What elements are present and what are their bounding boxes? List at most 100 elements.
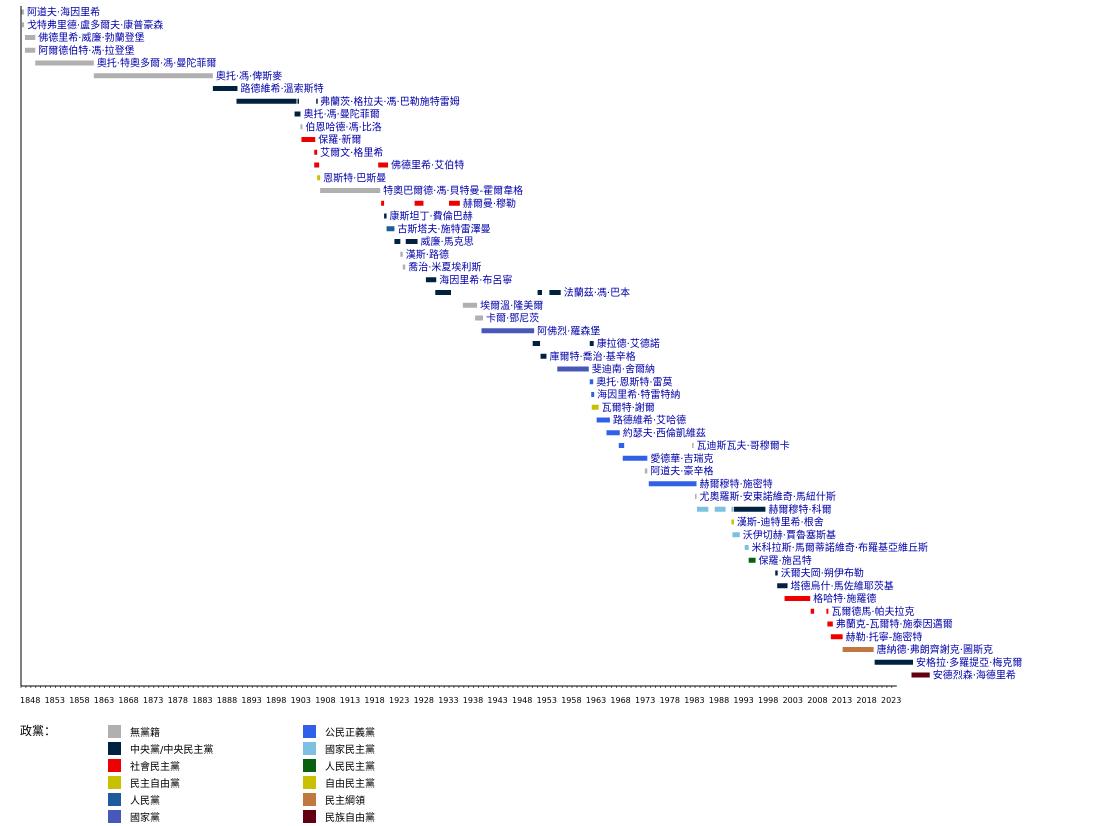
tick-label: 2008 [807,696,827,705]
leader-name: 瓦爾特·謝爾 [602,401,655,414]
tick-label: 1918 [364,696,384,705]
leader-name: 米科拉斯·馬爾蒂諾維奇·布羅基亞維丘斯 [752,541,928,554]
tick-label: 1948 [512,696,532,705]
term-bar [24,35,36,40]
term-bar [212,86,238,91]
leader-name: 瓦迪斯瓦夫·哥穆爾卡 [697,439,790,452]
leader-name: 康拉德·艾德諾 [597,337,660,350]
legend-item: 民主自由黨 [108,775,180,790]
legend-label: 無黨籍 [130,727,160,739]
legend-label: 民族自由黨 [325,812,375,824]
term-bar [777,583,788,589]
term-bar [402,264,406,270]
term-bar [589,341,594,346]
tick-label: 2023 [881,696,901,705]
leader-name: 塔德烏什·馬佐維耶茨基 [791,579,894,592]
tick-label: 1983 [684,696,704,705]
legend-label: 社會民主黨 [130,761,180,773]
leader-name: 特奧巴爾德·馮·貝特曼-霍爾韋格 [383,184,523,197]
x-axis-ticks: 1848 1853 1858 1863 1868 1873 1878 1883 1888 1893… [20,686,901,705]
term-bar [449,200,460,206]
leader-name: 弗蘭茨·格拉夫·馮·巴勒施特雷姆 [320,95,460,108]
legend-label: 公民正義黨 [325,727,375,739]
legend-label: 人民黨 [130,795,160,807]
tick-label: 1893 [241,696,261,705]
term-bar [842,647,874,652]
leader-name: 戈特弗里德·盧多爾夫·康普豪森 [27,18,163,31]
tick-label: 1973 [635,696,655,705]
term-bar [648,481,697,487]
term-bar [826,608,829,614]
term-bar [297,98,299,104]
term-bar [622,455,648,461]
term-bar [775,570,778,576]
tick-label: 1863 [94,696,114,705]
term-bar [381,200,385,206]
term-bar [784,596,811,601]
leader-name: 法蘭茲·馮·巴本 [564,286,630,299]
legend-item: 國家黨 [108,809,160,824]
term-bar [300,124,303,130]
legend-swatch [303,775,316,789]
leader-name: 奧托·恩斯特·雷莫 [596,375,672,388]
term-bar [549,290,561,295]
term-bar [400,251,403,257]
legend-item: 社會民主黨 [108,758,180,773]
legend-label: 國家黨 [130,812,160,824]
term-bar [591,392,595,397]
leader-name: 瓦爾德馬·帕夫拉克 [831,605,914,618]
term-bar [731,519,734,525]
term-bar [830,634,843,640]
tick-label: 2018 [856,696,876,705]
legend-swatch [303,809,316,823]
legend-swatch [303,724,316,738]
leader-name: 佛德里希·艾伯特 [391,159,464,172]
term-bar [21,9,24,15]
term-bar [618,443,625,448]
legend-item: 國家民主黨 [303,741,375,756]
tick-label: 1848 [20,696,40,705]
tick-label: 1993 [733,696,753,705]
term-bar [695,494,697,499]
tick-label: 1873 [143,696,163,705]
tick-label: 1968 [610,696,630,705]
legend-item: 自由民主黨 [303,775,375,790]
leader-name: 喬治·米夏埃利斯 [408,261,481,274]
term-bar [591,404,599,410]
leader-name: 約瑟夫·西倫凱維茲 [623,426,706,439]
term-bar [378,162,389,168]
tick-label: 1978 [660,696,680,705]
term-bar [481,328,535,334]
party-legend: 政黨： 無黨籍 中央黨/中央民主黨 社會民主黨 民主自由黨 人民黨 國家黨 公民正義黨 國家民… [20,720,480,824]
timeline-chart: 阿道夫·海因里希戈特弗里德·盧多爾夫·康普豪森佛德里希·威廉·勃蘭登堡阿爾德伯特… [20,6,1022,706]
leader-name: 埃爾溫·隆美爾 [480,299,543,312]
tick-label: 1953 [537,696,557,705]
tick-label: 1958 [561,696,581,705]
tick-label: 1943 [487,696,507,705]
tick-label: 1883 [192,696,212,705]
term-bar [21,22,24,28]
term-bar [748,557,756,563]
legend-swatch [108,792,121,806]
tick-label: 1913 [340,696,360,705]
tick-label: 1933 [438,696,458,705]
leader-name: 古斯塔夫·施特雷澤曼 [397,222,490,235]
term-bar [405,239,418,244]
leader-labels: 阿道夫·海因里希戈特弗里德·盧多爾夫·康普豪森佛德里希·威廉·勃蘭登堡阿爾德伯特… [27,6,1022,682]
tick-label: 1878 [168,696,188,705]
term-bar [425,277,437,283]
term-bar [589,379,594,385]
legend-label: 民主自由黨 [130,778,180,790]
legend-item: 人民民主黨 [303,758,375,773]
leader-name: 弗蘭克-瓦爾特·施泰因邁爾 [836,618,953,631]
term-bar [540,353,547,359]
leader-name: 卡爾·鄧尼茨 [486,312,539,325]
term-bar [462,302,478,308]
term-bar [314,162,320,168]
legend-label: 自由民主黨 [325,778,375,790]
term-bar [394,239,401,244]
term-bar [35,60,94,66]
legend-item: 中央黨/中央民主黨 [108,741,213,756]
leader-name: 保羅·新爾 [318,133,361,146]
term-bar [386,226,395,232]
